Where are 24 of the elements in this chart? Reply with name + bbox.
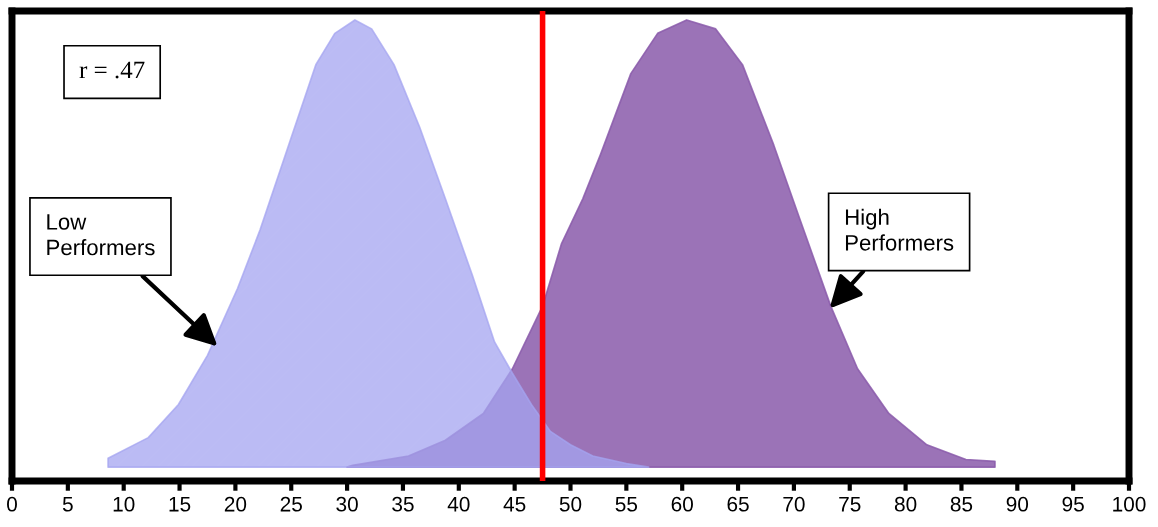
x-tick-label: 95 — [1062, 496, 1084, 512]
x-tick-label: 65 — [727, 496, 749, 512]
x-tick-label: 35 — [392, 496, 414, 512]
x-tick-label: 30 — [336, 496, 358, 512]
x-tick-label: 45 — [503, 497, 526, 512]
x-tick-label: 10 — [113, 496, 135, 512]
x-tick-label: 75 — [839, 497, 861, 512]
annotation: Low Performers — [47, 214, 155, 256]
x-tick-label: 25 — [280, 496, 302, 512]
x-tick-label: 15 — [169, 497, 191, 512]
x-tick-label: 55 — [615, 497, 638, 512]
x-tick-label: 70 — [783, 496, 805, 512]
x-tick-label: 80 — [894, 496, 917, 512]
x-tick-label: 100 — [1113, 496, 1146, 512]
x-tick-label: 90 — [1006, 496, 1029, 512]
x-tick-label: 85 — [950, 496, 973, 512]
x-tick-label: 40 — [447, 496, 470, 512]
x-tick-label: 0 — [7, 496, 17, 512]
x-tick-label: 50 — [559, 496, 582, 512]
annotation: r = .47 — [79, 61, 145, 79]
x-tick-label: 5 — [62, 497, 73, 512]
annotation: High Performers — [845, 208, 954, 251]
x-tick-label: 20 — [224, 496, 247, 512]
x-tick-label: 60 — [671, 496, 693, 512]
